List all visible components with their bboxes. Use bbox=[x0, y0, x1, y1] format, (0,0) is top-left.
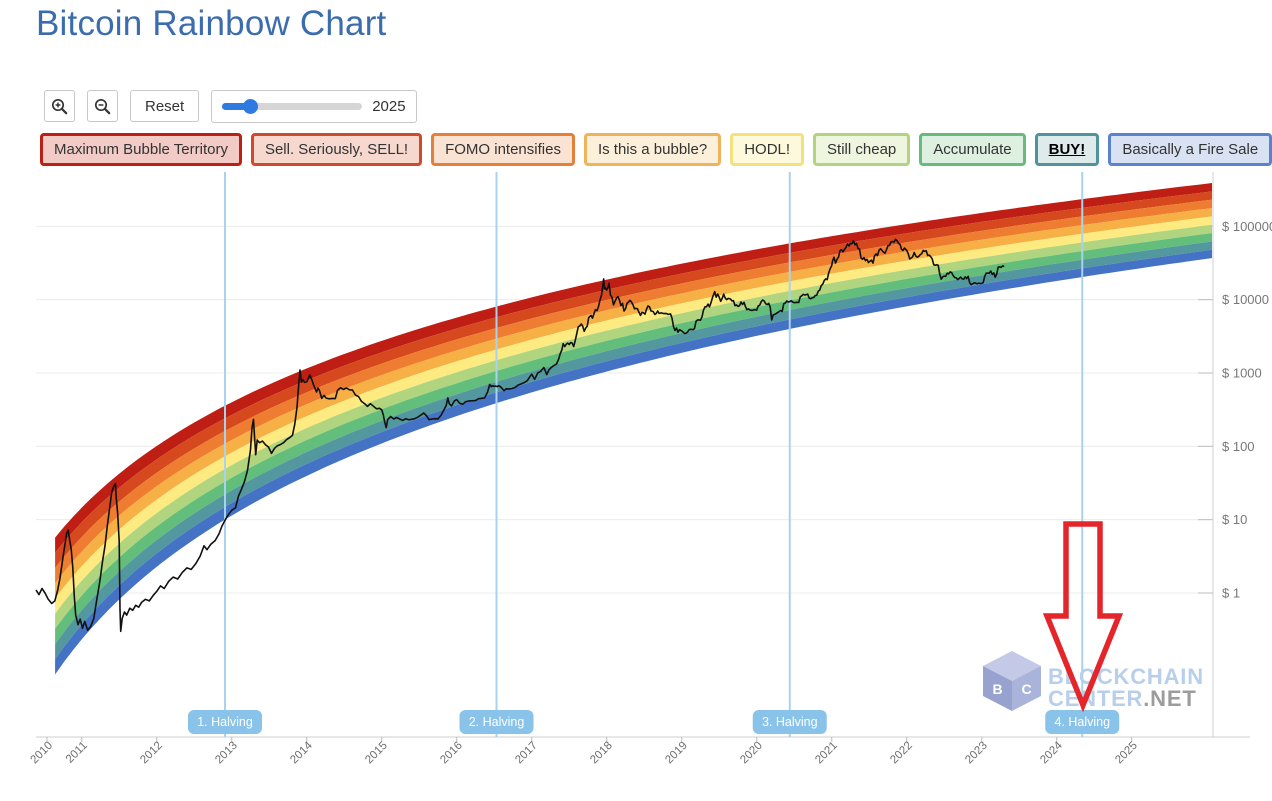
svg-text:2015: 2015 bbox=[363, 740, 390, 767]
zoom-out-icon bbox=[94, 98, 111, 114]
year-slider-value: 2025 bbox=[372, 98, 406, 115]
svg-text:2. Halving: 2. Halving bbox=[469, 715, 525, 729]
btc-price-line bbox=[35, 238, 1005, 633]
svg-text:4. Halving: 4. Halving bbox=[1054, 715, 1110, 729]
legend-is-this-a-bubble[interactable]: Is this a bubble? bbox=[583, 133, 722, 166]
svg-text:2019: 2019 bbox=[663, 740, 690, 767]
svg-text:2022: 2022 bbox=[888, 740, 915, 767]
year-slider-track[interactable] bbox=[222, 99, 363, 114]
svg-text:2011: 2011 bbox=[64, 740, 90, 766]
svg-text:$ 10000: $ 10000 bbox=[1222, 292, 1269, 307]
legend-basically-a-fire-sale[interactable]: Basically a Fire Sale bbox=[1108, 133, 1272, 166]
rainbow-legend: Maximum Bubble Territory Sell. Seriously… bbox=[40, 133, 1272, 166]
svg-text:3. Halving: 3. Halving bbox=[762, 715, 818, 729]
legend-maximum-bubble-territory[interactable]: Maximum Bubble Territory bbox=[40, 133, 242, 166]
zoom-out-button[interactable] bbox=[87, 90, 118, 122]
toolbar: Reset 2025 bbox=[44, 90, 417, 123]
halving-badge: 4. Halving bbox=[1045, 710, 1120, 734]
svg-text:$ 1: $ 1 bbox=[1222, 586, 1240, 601]
reset-button[interactable]: Reset bbox=[130, 90, 200, 122]
year-slider[interactable]: 2025 bbox=[211, 90, 417, 123]
svg-text:2016: 2016 bbox=[438, 740, 465, 767]
svg-text:2014: 2014 bbox=[288, 739, 315, 766]
svg-text:2010: 2010 bbox=[29, 740, 56, 767]
legend-accumulate[interactable]: Accumulate bbox=[919, 133, 1026, 166]
svg-text:1. Halving: 1. Halving bbox=[197, 715, 253, 729]
legend-buy[interactable]: BUY! bbox=[1034, 133, 1100, 166]
page-title: Bitcoin Rainbow Chart bbox=[36, 4, 387, 43]
svg-text:2023: 2023 bbox=[963, 740, 990, 767]
svg-text:$ 100: $ 100 bbox=[1222, 439, 1255, 454]
svg-text:C: C bbox=[1021, 681, 1031, 697]
x-axis-labels: 2010 2011 2012 2013 2014 2015 2016 2017 2018 2019… bbox=[29, 737, 1140, 766]
legend-still-cheap[interactable]: Still cheap bbox=[813, 133, 911, 166]
zoom-in-icon bbox=[51, 98, 68, 114]
year-slider-thumb[interactable] bbox=[243, 99, 259, 114]
down-arrow-annotation bbox=[1042, 521, 1124, 713]
svg-text:2018: 2018 bbox=[588, 740, 615, 767]
zoom-in-button[interactable] bbox=[44, 90, 75, 122]
legend-sell-seriously-sell[interactable]: Sell. Seriously, SELL! bbox=[250, 133, 423, 166]
svg-text:B: B bbox=[992, 681, 1002, 697]
svg-text:CENTER.NET: CENTER.NET bbox=[1048, 686, 1197, 711]
svg-text:$ 100000: $ 100000 bbox=[1222, 219, 1272, 234]
svg-text:2017: 2017 bbox=[513, 740, 540, 767]
svg-text:$ 10: $ 10 bbox=[1222, 512, 1247, 527]
halving-badge: 2. Halving bbox=[459, 710, 534, 734]
svg-text:2024: 2024 bbox=[1038, 739, 1065, 766]
halving-badge: 3. Halving bbox=[752, 710, 827, 734]
rainbow-bands bbox=[55, 183, 1213, 675]
year-slider-fill bbox=[222, 103, 251, 110]
svg-text:2013: 2013 bbox=[213, 740, 240, 767]
legend-fomo-intensifies[interactable]: FOMO intensifies bbox=[431, 133, 575, 166]
legend-hodl[interactable]: HODL! bbox=[730, 133, 805, 166]
svg-text:2025: 2025 bbox=[1113, 740, 1140, 767]
svg-text:2020: 2020 bbox=[738, 740, 765, 767]
y-axis-labels: $ 100000 $ 10000 $ 1000 $ 100 $ 10 $ 1 bbox=[1222, 219, 1272, 601]
svg-text:2012: 2012 bbox=[138, 740, 165, 767]
halving-badge: 1. Halving bbox=[188, 710, 262, 734]
svg-text:2021: 2021 bbox=[813, 740, 840, 767]
halving-lines bbox=[224, 172, 1084, 737]
svg-text:$ 1000: $ 1000 bbox=[1222, 366, 1262, 381]
